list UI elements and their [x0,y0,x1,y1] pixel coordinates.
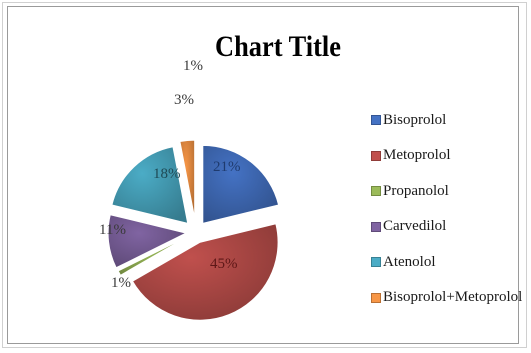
pie-slice-bisoprolol [202,144,280,224]
chart-outer-border [2,2,527,348]
data-label-propanolol: 1% [111,275,131,291]
legend-item-bisoprolol-metoprolol: Bisoprolol+Metoprolol [371,289,523,305]
legend-item-metoprolol: Metoprolol [371,147,522,163]
legend-item-bisoprolol: Bisoprolol [371,111,522,128]
legend-swatch [371,115,381,125]
data-label-metoprolol: 45% [210,256,238,272]
legend-label: Bisoprolol [383,111,447,128]
legend-item-carvedilol: Carvedilol [371,218,522,234]
data-label-bisoprolol-metoprolol: 3% [174,92,194,108]
chart-title: Chart Title [215,30,341,63]
data-label-carvedilol: 11% [99,222,126,238]
legend-item-propanolol: Propanolol [371,182,522,199]
legend-swatch [371,221,381,232]
legend-label: Atenolol [383,253,436,270]
pie-slice-metoprolol [131,223,279,321]
legend-label: Metoprolol [383,147,451,163]
data-label-atenolol: 18% [153,166,181,182]
data-label-extra-0: 1% [183,58,203,74]
pie-slice-carvedilol [107,214,188,269]
legend-swatch [371,150,381,161]
legend-label: Carvedilol [383,218,447,234]
pie-slice-propanolol [117,235,189,276]
chart-legend: Bisoprolol Metoprolol Propanolol Carvedilol… [371,111,523,326]
legend-item-atenolol: Atenolol [371,253,522,270]
legend-swatch [371,292,381,303]
pie-slice-bisoprolol-metoprolol [179,139,196,219]
legend-label: Bisoprolol+Metoprolol [383,289,523,305]
legend-swatch [371,257,381,267]
pie-slice-atenolol [111,146,189,224]
data-label-bisoprolol: 21% [213,159,241,175]
legend-swatch [371,186,381,196]
legend-label: Propanolol [383,182,449,199]
